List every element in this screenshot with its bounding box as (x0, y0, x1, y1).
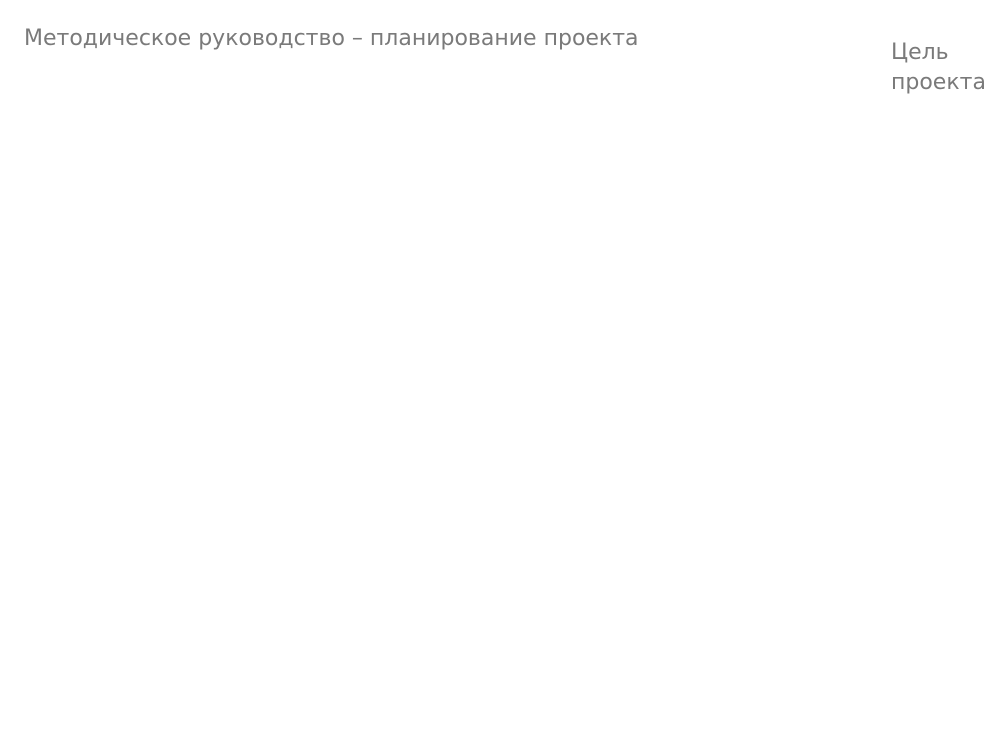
project-goal-label: Цель проекта (891, 40, 986, 95)
chart-title: Методическое руководство – планирование … (24, 26, 639, 51)
